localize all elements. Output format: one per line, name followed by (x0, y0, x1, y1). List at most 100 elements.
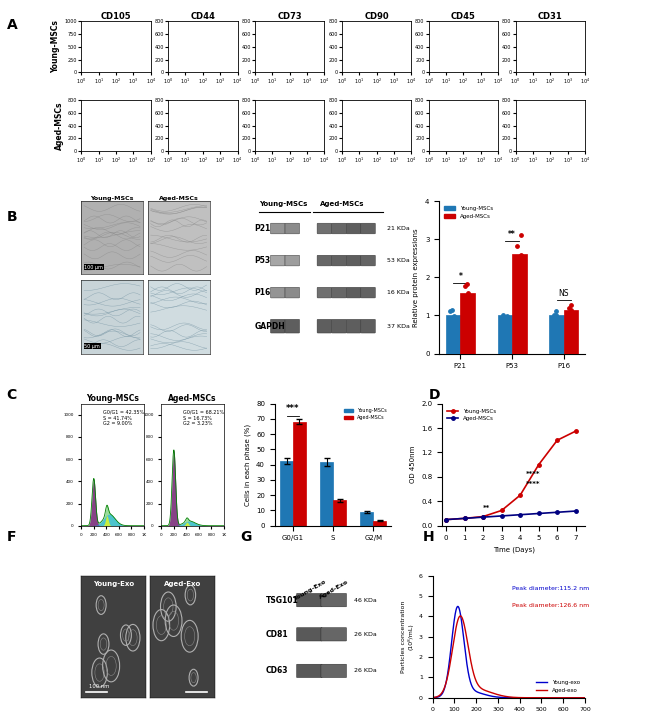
Title: CD44: CD44 (190, 11, 215, 21)
Text: 100 μm: 100 μm (84, 265, 103, 270)
Text: G0/G1 = 42.35%
S = 41.74%
G2 = 9.00%: G0/G1 = 42.35% S = 41.74% G2 = 9.00% (103, 409, 144, 426)
FancyBboxPatch shape (296, 627, 322, 641)
Bar (564, 310, 579, 354)
Text: 21 KDa: 21 KDa (387, 226, 410, 231)
Young-exo (534, 693, 541, 702)
Text: CD63: CD63 (265, 666, 288, 676)
Title: Aged-MSCs: Aged-MSCs (168, 394, 217, 403)
Text: G: G (240, 530, 252, 545)
Young-MSCs (516, 491, 524, 499)
Point (549, 310, 560, 321)
Text: Aged-Exo: Aged-Exo (164, 580, 202, 587)
Text: P16: P16 (254, 288, 270, 297)
Young-exo (454, 602, 462, 611)
Text: Peak diameter:126.6 nm: Peak diameter:126.6 nm (512, 604, 589, 609)
Point (566, 300, 576, 311)
Text: G0/G1 = 68.21%
S = 16.73%
G2 = 3.23%: G0/G1 = 68.21% S = 16.73% G2 = 3.23% (183, 409, 224, 426)
FancyBboxPatch shape (296, 593, 322, 607)
Title: CD90: CD90 (364, 11, 389, 21)
FancyBboxPatch shape (285, 287, 300, 298)
FancyBboxPatch shape (321, 593, 346, 607)
FancyBboxPatch shape (317, 223, 332, 234)
Text: ***: *** (286, 404, 300, 413)
Text: CD81: CD81 (265, 630, 288, 639)
Aged-MSCs (461, 514, 469, 523)
Y-axis label: Relative protein expressions: Relative protein expressions (413, 228, 419, 327)
Bar (333, 500, 346, 525)
FancyBboxPatch shape (332, 287, 346, 298)
Bar (446, 315, 460, 354)
Bar (320, 462, 333, 525)
FancyBboxPatch shape (361, 223, 376, 234)
Point (551, 310, 562, 321)
Text: ****: **** (526, 481, 540, 487)
Title: Young-MSCs: Young-MSCs (90, 196, 134, 201)
Text: Young-Exo: Young-Exo (93, 580, 135, 587)
FancyBboxPatch shape (361, 319, 376, 333)
Title: Young-MSCs: Young-MSCs (86, 394, 139, 403)
Young-MSCs (498, 506, 506, 515)
Point (445, 305, 456, 316)
Young-MSCs (572, 426, 580, 435)
Point (460, 281, 470, 292)
Point (551, 305, 562, 317)
FancyBboxPatch shape (317, 255, 332, 266)
Y-axis label: Aged-MSCs: Aged-MSCs (55, 101, 64, 150)
FancyBboxPatch shape (346, 319, 361, 333)
FancyBboxPatch shape (346, 223, 361, 234)
Aged-exo (496, 691, 504, 699)
Young-exo (429, 693, 437, 702)
Young-MSCs (479, 512, 487, 520)
Point (501, 312, 512, 323)
Text: 26 KDa: 26 KDa (354, 669, 377, 674)
Aged-exo (534, 693, 541, 702)
Young-exo (551, 693, 558, 702)
Young-MSCs (442, 515, 450, 524)
Text: Young-MSCs: Young-MSCs (259, 201, 307, 206)
Line: Aged-exo: Aged-exo (433, 616, 585, 698)
Text: TSG101: TSG101 (265, 596, 298, 604)
FancyBboxPatch shape (332, 223, 346, 234)
Text: ****: **** (526, 471, 540, 476)
FancyBboxPatch shape (317, 319, 332, 333)
Point (462, 279, 472, 290)
Text: Peak diameter:115.2 nm: Peak diameter:115.2 nm (512, 587, 589, 592)
Line: Young-exo: Young-exo (433, 607, 585, 698)
Point (498, 310, 508, 321)
Point (448, 310, 459, 322)
Aged-MSCs (572, 507, 580, 515)
FancyBboxPatch shape (285, 255, 300, 266)
FancyBboxPatch shape (285, 319, 300, 333)
Text: 26 KDa: 26 KDa (354, 632, 377, 637)
Young-exo (491, 692, 499, 701)
Legend: Young-MSCs, Aged-MSCs: Young-MSCs, Aged-MSCs (445, 407, 499, 424)
FancyBboxPatch shape (321, 627, 346, 641)
FancyBboxPatch shape (270, 319, 285, 333)
Y-axis label: OD 450nm: OD 450nm (410, 446, 416, 483)
Title: CD45: CD45 (451, 11, 476, 21)
Title: CD31: CD31 (538, 11, 563, 21)
Young-MSCs (553, 436, 561, 444)
X-axis label: Time (Days): Time (Days) (493, 547, 535, 553)
Title: Aged-MSCs: Aged-MSCs (159, 196, 198, 201)
Y-axis label: Cells in each phase (%): Cells in each phase (%) (244, 424, 250, 506)
Text: 50 μm: 50 μm (84, 344, 100, 349)
Young-exo (581, 693, 589, 702)
Text: H: H (422, 530, 434, 545)
Text: B: B (6, 210, 17, 224)
Point (447, 305, 458, 316)
Text: **: ** (483, 506, 490, 511)
Aged-MSCs (553, 508, 561, 516)
Aged-exo (444, 670, 452, 679)
Young-MSCs (461, 514, 469, 523)
Aged-MSCs (498, 512, 506, 520)
Text: 100 nm: 100 nm (89, 684, 109, 689)
Text: D: D (429, 388, 441, 402)
Young-MSCs (535, 461, 543, 469)
Bar (373, 520, 386, 525)
Text: Aged-MSCs: Aged-MSCs (320, 201, 364, 206)
Text: GAPDH: GAPDH (254, 322, 285, 330)
Text: 16 KDa: 16 KDa (387, 290, 410, 295)
Young-exo (496, 693, 504, 701)
Text: P53: P53 (254, 256, 270, 265)
